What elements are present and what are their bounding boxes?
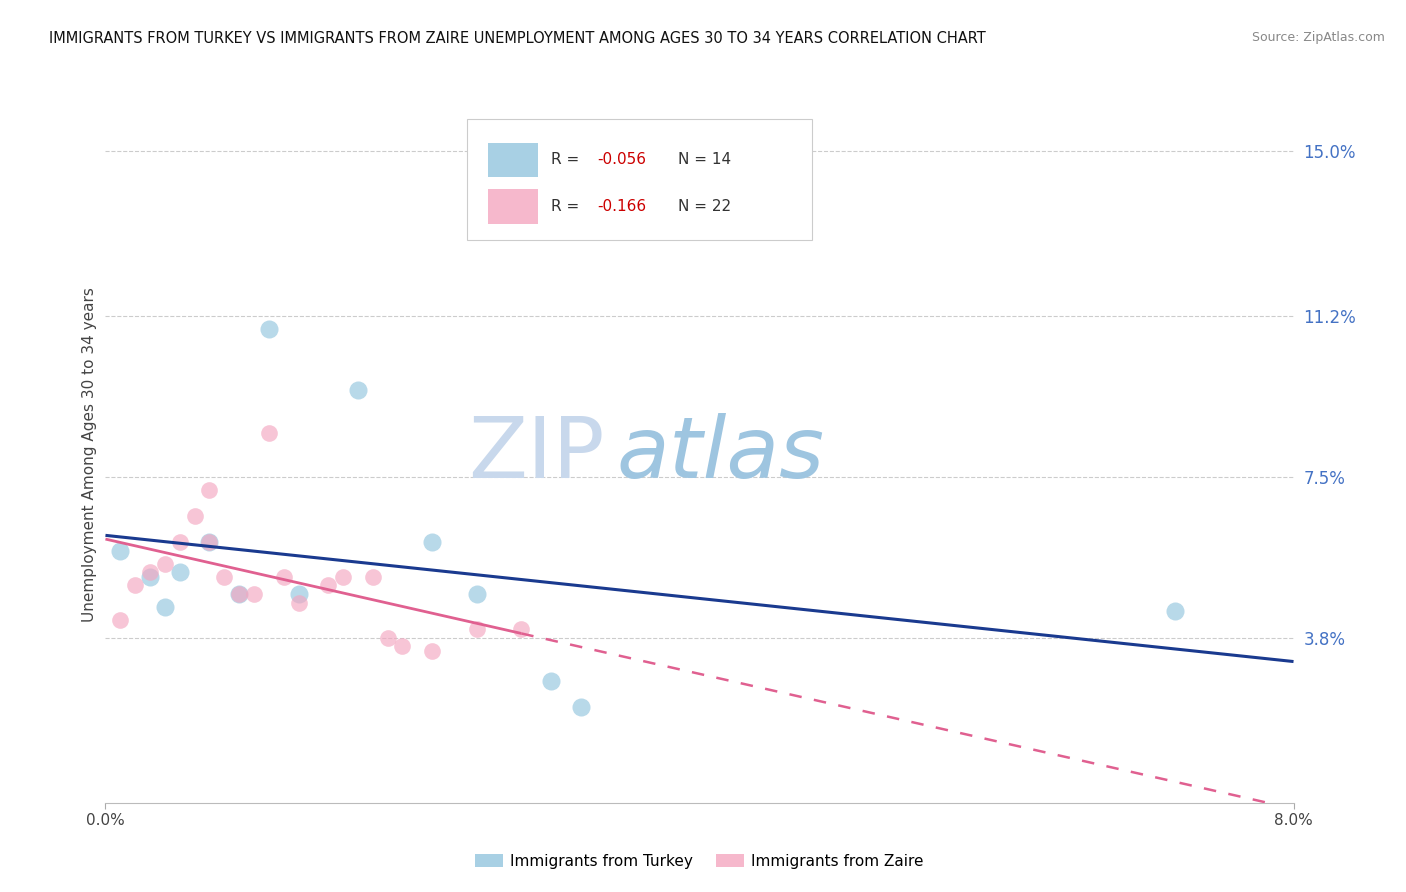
Text: ZIP: ZIP <box>468 413 605 497</box>
Text: -0.056: -0.056 <box>598 153 647 168</box>
Text: N = 14: N = 14 <box>678 153 731 168</box>
Text: IMMIGRANTS FROM TURKEY VS IMMIGRANTS FROM ZAIRE UNEMPLOYMENT AMONG AGES 30 TO 34: IMMIGRANTS FROM TURKEY VS IMMIGRANTS FRO… <box>49 31 986 46</box>
FancyBboxPatch shape <box>488 143 538 178</box>
FancyBboxPatch shape <box>488 189 538 224</box>
FancyBboxPatch shape <box>467 119 813 240</box>
Y-axis label: Unemployment Among Ages 30 to 34 years: Unemployment Among Ages 30 to 34 years <box>82 287 97 623</box>
Text: R =: R = <box>551 153 583 168</box>
Legend: Immigrants from Turkey, Immigrants from Zaire: Immigrants from Turkey, Immigrants from … <box>470 848 929 875</box>
Text: -0.166: -0.166 <box>598 199 647 214</box>
Text: atlas: atlas <box>616 413 824 497</box>
Text: Source: ZipAtlas.com: Source: ZipAtlas.com <box>1251 31 1385 45</box>
Text: R =: R = <box>551 199 583 214</box>
Text: N = 22: N = 22 <box>678 199 731 214</box>
